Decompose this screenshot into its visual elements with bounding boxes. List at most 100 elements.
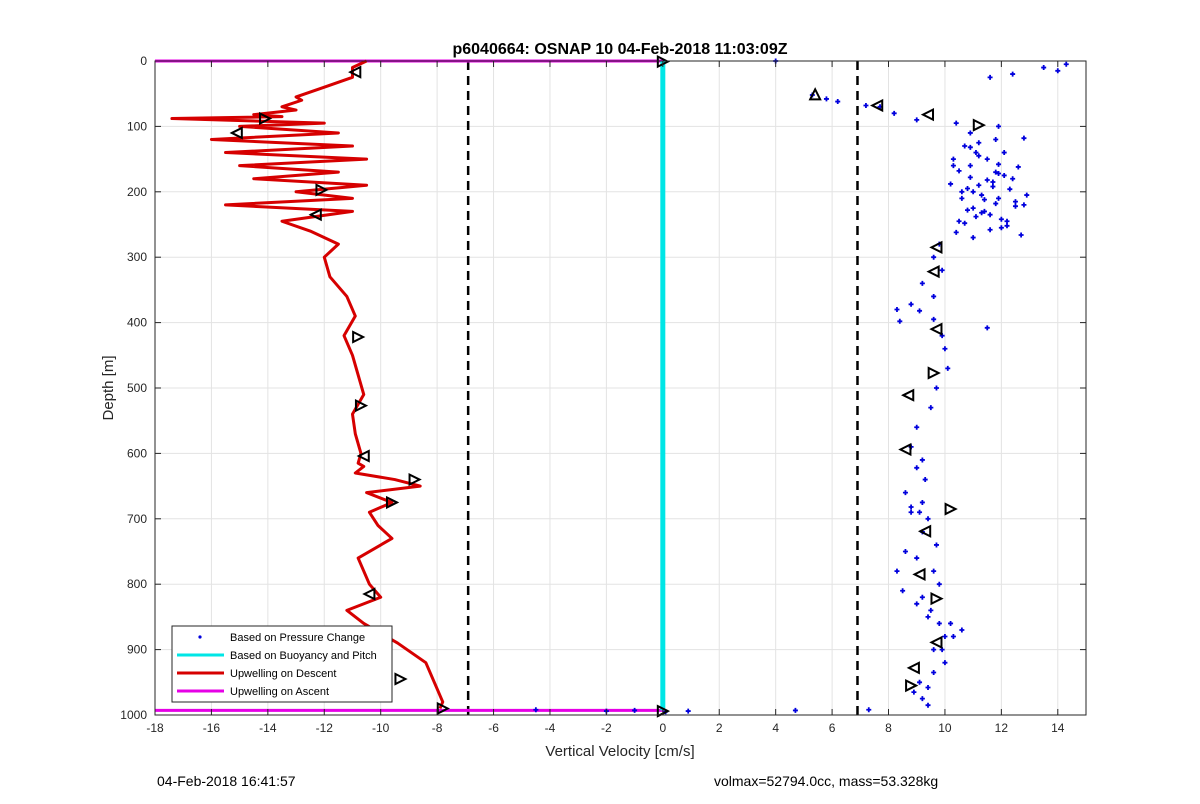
data-point <box>939 267 945 273</box>
x-tick-label: 6 <box>829 721 836 735</box>
data-point <box>1004 223 1010 229</box>
data-point <box>1001 150 1007 156</box>
data-point <box>894 568 900 574</box>
data-point <box>914 601 920 607</box>
x-tick-label: -8 <box>432 721 443 735</box>
x-tick-label: -4 <box>545 721 556 735</box>
data-point <box>919 280 925 286</box>
data-point <box>914 117 920 123</box>
data-point <box>973 150 979 156</box>
y-tick-label: 1000 <box>120 708 147 722</box>
legend-label: Based on Buoyancy and Pitch <box>230 650 377 662</box>
x-tick-label: 12 <box>995 721 1009 735</box>
data-point <box>984 325 990 331</box>
data-point <box>919 457 925 463</box>
y-tick-label: 600 <box>127 446 147 460</box>
triangle-marker <box>348 65 362 79</box>
data-point <box>914 424 920 430</box>
data-point <box>990 184 996 190</box>
triangle-marker <box>930 591 944 606</box>
data-point <box>931 316 937 322</box>
x-tick-label: 0 <box>659 721 666 735</box>
data-point <box>1012 203 1018 209</box>
x-axis-label: Vertical Velocity [cm/s] <box>545 743 694 760</box>
data-point <box>967 144 973 150</box>
data-point <box>908 504 914 510</box>
data-point <box>897 318 903 324</box>
x-tick-label: -10 <box>372 721 390 735</box>
data-point <box>1041 65 1047 71</box>
data-point <box>936 620 942 626</box>
data-point <box>981 208 987 214</box>
triangle-marker <box>362 587 376 601</box>
data-point <box>993 169 999 175</box>
data-point <box>835 99 841 105</box>
data-point <box>942 634 948 640</box>
x-tick-label: -2 <box>601 721 612 735</box>
data-point <box>965 207 971 213</box>
data-point <box>1010 71 1016 77</box>
x-tick-label: 8 <box>885 721 892 735</box>
data-point <box>914 555 920 561</box>
data-point <box>922 477 928 483</box>
data-point <box>987 227 993 233</box>
data-point <box>936 581 942 587</box>
data-point <box>931 647 937 653</box>
triangle-marker <box>354 399 369 413</box>
plot-timestamp: 04-Feb-2018 16:41:57 <box>157 773 296 789</box>
legend-entry: Based on Pressure Change <box>198 632 365 644</box>
data-point <box>917 308 923 314</box>
legend-entry: Based on Buoyancy and Pitch <box>177 650 377 662</box>
data-point <box>962 143 968 149</box>
triangle-marker <box>944 502 958 516</box>
legend: Based on Pressure Change Based on Buoyanc… <box>171 625 393 703</box>
volmax-mass-info: volmax=52794.0cc, mass=53.328kg <box>714 773 939 789</box>
data-point <box>979 210 985 216</box>
data-point <box>1018 232 1024 238</box>
data-point <box>1055 68 1061 74</box>
chart-title: p6040664: OSNAP 10 04-Feb-2018 11:03:09Z <box>452 41 787 58</box>
data-point <box>987 212 993 218</box>
data-point <box>970 205 976 211</box>
x-tick-label: -6 <box>488 721 499 735</box>
data-point <box>908 509 914 515</box>
data-point <box>976 182 982 188</box>
data-point <box>965 186 971 192</box>
data-point <box>967 130 973 136</box>
triangle-marker <box>898 442 912 457</box>
x-tick-label: -16 <box>203 721 221 735</box>
y-tick-label: 200 <box>127 185 147 199</box>
data-point <box>900 588 906 594</box>
triangle-marker <box>905 678 919 693</box>
series-line-upwelling-on-descent <box>170 59 445 710</box>
triangle-marker <box>315 183 329 197</box>
data-point <box>1001 172 1007 178</box>
triangle-marker <box>394 672 408 686</box>
data-point <box>973 214 979 220</box>
y-tick-label: 500 <box>127 381 147 395</box>
data-point <box>925 614 931 620</box>
data-point <box>902 549 908 554</box>
triangle-marker <box>356 449 370 463</box>
data-point <box>1012 199 1018 205</box>
data-point <box>998 225 1004 231</box>
y-tick-label: 300 <box>127 250 147 264</box>
triangle-marker <box>436 701 451 716</box>
x-tick-label: -18 <box>146 721 164 735</box>
triangle-marker <box>927 366 941 380</box>
data-point <box>993 136 999 142</box>
triangle-marker <box>912 567 926 582</box>
y-tick-label: 800 <box>127 577 147 591</box>
triangle-marker <box>869 98 884 113</box>
data-point <box>902 490 908 496</box>
data-point <box>959 627 965 633</box>
y-tick-label: 900 <box>127 643 147 657</box>
triangle-marker <box>972 118 987 132</box>
data-point <box>866 707 872 713</box>
data-point <box>953 120 959 126</box>
data-point <box>919 499 925 505</box>
data-point <box>970 189 976 195</box>
data-point <box>1063 61 1069 67</box>
data-point <box>1010 176 1016 182</box>
data-point <box>1015 164 1021 170</box>
